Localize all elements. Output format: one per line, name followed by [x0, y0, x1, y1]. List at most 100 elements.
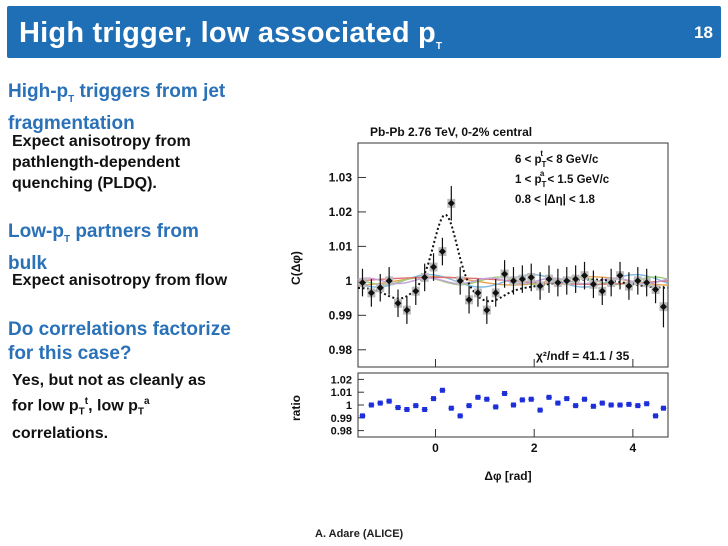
- slide-number: 18: [694, 23, 713, 42]
- data-point: [634, 277, 642, 285]
- x-axis-label: Δφ [rad]: [484, 469, 531, 483]
- ratio-point: [644, 401, 650, 407]
- legend-deta: 0.8 < |Δη| < 1.8: [515, 194, 596, 206]
- ratio-point: [555, 400, 561, 406]
- ratio-tick-label: 0.99: [331, 413, 352, 425]
- ratio-point: [537, 407, 543, 413]
- ratio-point: [546, 394, 552, 400]
- data-point: [501, 270, 509, 278]
- bullet-heading-factorize: Do correlations factorize for this case?: [8, 319, 231, 364]
- ratio-tick-label: 0.98: [331, 426, 352, 438]
- data-point: [643, 279, 651, 287]
- x-ticks: 0 2 4: [432, 359, 637, 455]
- ratio-tick-label: 1.02: [331, 374, 352, 386]
- ratio-point: [448, 405, 454, 411]
- data-point: [589, 280, 597, 288]
- slide-title: High trigger, low associated pT: [19, 17, 443, 52]
- legend-assoc: 1 < pTa < 1.5 GeV/c: [515, 169, 610, 189]
- chart-legend: 6 < pTt < 8 GeV/c 1 < pTa < 1.5 GeV/c 0.…: [515, 149, 610, 206]
- data-point: [563, 277, 571, 285]
- bullet-text-flow: Expect anisotropy from flow: [12, 272, 228, 289]
- ratio-points: [359, 387, 667, 419]
- ratio-point: [608, 402, 614, 408]
- y-tick-label: 1: [345, 274, 352, 288]
- ratio-axis-label: ratio: [289, 395, 303, 421]
- data-point: [536, 282, 544, 290]
- chart-title: Pb-Pb 2.76 TeV, 0-2% central: [370, 125, 532, 139]
- data-point: [509, 277, 517, 285]
- ratio-point: [528, 396, 534, 402]
- ratio-point: [519, 397, 525, 403]
- data-point: [403, 306, 411, 314]
- ratio-point: [368, 402, 374, 408]
- ratio-tick-label: 1.01: [331, 387, 352, 399]
- data-point: [465, 296, 473, 304]
- ratio-point: [493, 404, 499, 410]
- data-point: [385, 277, 393, 285]
- ratio-point: [475, 394, 481, 400]
- data-point: [430, 263, 438, 271]
- data-point: [518, 275, 526, 283]
- data-point: [554, 279, 562, 287]
- data-point: [545, 275, 553, 283]
- y-axis-label: C(Δφ): [289, 251, 303, 285]
- data-point: [456, 277, 464, 285]
- y-tick-label: 1.03: [329, 170, 353, 184]
- ratio-point: [653, 413, 659, 419]
- ratio-point: [502, 390, 508, 396]
- data-point: [607, 279, 615, 287]
- data-point: [412, 287, 420, 295]
- ratio-point: [510, 402, 516, 408]
- data-point: [652, 285, 660, 293]
- ratio-point: [599, 400, 605, 406]
- ratio-point: [582, 396, 588, 402]
- title-bar: High trigger, low associated pT 18: [7, 6, 721, 58]
- data-point: [598, 287, 606, 295]
- bullet-heading-trigger: High-pT triggers from jet fragmentation: [8, 81, 226, 134]
- data-point: [421, 273, 429, 281]
- y-tick-label: 0.98: [329, 343, 353, 357]
- ratio-point: [484, 396, 490, 402]
- ratio-point: [377, 400, 383, 406]
- x-tick-label: 2: [531, 441, 538, 455]
- x-tick-label: 0: [432, 441, 439, 455]
- data-point: [572, 275, 580, 283]
- ratio-point: [439, 387, 445, 393]
- main-plot-frame: [357, 142, 669, 368]
- ratio-point: [431, 396, 437, 402]
- data-point: [625, 282, 633, 290]
- ratio-point: [422, 406, 428, 412]
- data-point: [438, 248, 446, 256]
- ratio-point: [626, 401, 632, 407]
- ratio-point: [564, 396, 570, 402]
- bullet-text-factorize: Yes, but not as cleanly as for low pTt, …: [12, 372, 206, 442]
- y-tick-label: 1.02: [329, 205, 353, 219]
- data-point: [659, 303, 667, 311]
- ratio-point: [617, 402, 623, 408]
- ratio-tick-label: 1: [346, 400, 352, 412]
- data-point: [376, 284, 384, 292]
- footer-credit: A. Adare (ALICE): [315, 528, 404, 540]
- legend-trigger: 6 < pTt < 8 GeV/c: [515, 149, 599, 169]
- correlation-figure: Pb-Pb 2.76 TeV, 0-2% central 6 < pTt < 8…: [289, 125, 669, 483]
- x-tick-label: 4: [630, 441, 637, 455]
- ratio-point: [395, 405, 401, 411]
- ratio-point: [466, 403, 472, 409]
- bullet-heading-partners: Low-pT partners from bulk: [8, 221, 199, 274]
- data-point: [447, 199, 455, 207]
- bullet-text-pldq: Expect anisotropy from pathlength-depend…: [12, 133, 191, 192]
- ratio-point: [660, 405, 666, 411]
- data-point: [483, 306, 491, 314]
- ratio-point: [413, 403, 419, 409]
- data-point: [492, 289, 500, 297]
- ratio-point: [457, 413, 463, 419]
- ratio-point: [590, 403, 596, 409]
- chi2-label: χ²/ndf = 41.1 / 35: [536, 349, 630, 363]
- ratio-point: [404, 406, 410, 412]
- data-point: [474, 289, 482, 297]
- data-point: [581, 272, 589, 280]
- ratio-point: [386, 398, 392, 404]
- data-point: [358, 279, 366, 287]
- data-point: [616, 272, 624, 280]
